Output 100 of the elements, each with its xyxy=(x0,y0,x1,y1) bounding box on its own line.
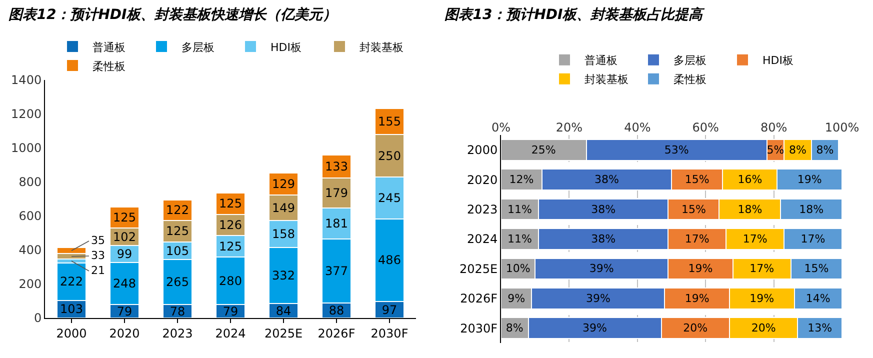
data-label: 15% xyxy=(684,173,710,186)
data-label: 9% xyxy=(508,292,526,305)
data-label: 181 xyxy=(325,216,348,231)
data-label: 13% xyxy=(808,322,832,335)
data-label: 99 xyxy=(116,246,132,261)
y-tick-label: 0 xyxy=(34,311,42,326)
x-tick-label: 2024 xyxy=(215,326,246,340)
data-label: 265 xyxy=(166,275,189,290)
data-label: 19% xyxy=(688,262,713,276)
data-label: 38% xyxy=(594,173,619,186)
data-label: 8% xyxy=(788,143,806,156)
x-tick-label: 60% xyxy=(692,120,719,135)
data-label: 149 xyxy=(272,200,295,215)
data-label: 250 xyxy=(378,148,401,163)
data-label: 19% xyxy=(750,292,774,305)
data-label: 79 xyxy=(222,304,238,318)
y-tick-label: 200 xyxy=(18,277,42,292)
data-label: 8% xyxy=(816,143,834,156)
y-tick-label: 1000 xyxy=(11,141,42,156)
data-label: 17% xyxy=(742,232,768,246)
data-label: 78 xyxy=(170,304,186,318)
y-tick-label: 2000 xyxy=(467,143,498,158)
x-tick-label: 2030F xyxy=(370,326,408,340)
data-label: 16% xyxy=(738,173,762,186)
y-tick-label: 2025E xyxy=(459,262,498,276)
legend-label: 封装基板 xyxy=(584,73,628,86)
data-label: 133 xyxy=(325,159,348,174)
data-label: 125 xyxy=(219,196,242,211)
chart-title: 图表13：预计HDI板、封装基板占比提高 xyxy=(444,6,706,23)
data-label: 125 xyxy=(166,224,189,238)
legend-label: 封装基板 xyxy=(360,40,404,54)
legend-label: 多层板 xyxy=(182,40,214,54)
data-label: 39% xyxy=(586,292,610,305)
legend-label: 柔性板 xyxy=(674,73,706,86)
legend-label: 普通板 xyxy=(584,54,618,68)
data-label: 129 xyxy=(272,177,295,192)
data-label: 377 xyxy=(325,264,348,278)
data-label: 79 xyxy=(116,304,132,318)
data-label: 125 xyxy=(219,239,242,254)
data-label: 88 xyxy=(328,304,344,318)
data-label: 222 xyxy=(60,274,83,289)
data-label: 158 xyxy=(272,226,295,241)
legend-label: HDI板 xyxy=(270,40,302,54)
data-label: 38% xyxy=(591,202,616,216)
data-label: 5% xyxy=(766,143,784,156)
x-tick-label: 80% xyxy=(760,120,788,135)
data-label: 84 xyxy=(276,304,292,318)
data-label: 33 xyxy=(91,249,105,262)
data-label: 332 xyxy=(272,268,295,282)
data-label: 245 xyxy=(378,191,401,206)
y-tick-label: 400 xyxy=(18,243,42,258)
data-label: 11% xyxy=(508,202,532,216)
data-label: 21 xyxy=(91,264,105,277)
chart-title: 图表12：预计HDI板、封装基板快速增长（亿美元） xyxy=(8,6,337,23)
data-label: 97 xyxy=(382,302,398,317)
data-label: 10% xyxy=(506,262,530,276)
data-label: 125 xyxy=(113,210,136,225)
data-label: 38% xyxy=(591,232,616,246)
data-label: 35 xyxy=(91,234,105,247)
x-tick-label: 2020 xyxy=(109,326,140,340)
data-label: 179 xyxy=(325,186,348,200)
data-label: 8% xyxy=(506,322,524,335)
data-label: 17% xyxy=(684,232,710,246)
data-label: 18% xyxy=(738,202,762,216)
x-tick-label: 2023 xyxy=(162,326,193,340)
data-label: 105 xyxy=(166,244,189,258)
y-tick-label: 2024 xyxy=(467,232,498,246)
legend-label: 多层板 xyxy=(674,54,706,68)
data-label: 11% xyxy=(508,232,532,246)
data-label: 15% xyxy=(804,262,829,276)
data-label: 15% xyxy=(681,202,706,216)
x-tick-label: 40% xyxy=(624,120,651,135)
data-label: 25% xyxy=(531,143,556,156)
x-tick-label: 2026F xyxy=(318,326,356,340)
data-label: 155 xyxy=(378,114,401,129)
data-label: 39% xyxy=(589,262,614,276)
y-tick-label: 2020 xyxy=(467,172,498,187)
y-tick-label: 2023 xyxy=(467,202,498,216)
data-label: 12% xyxy=(509,173,534,186)
data-label: 17% xyxy=(800,232,826,246)
data-label: 486 xyxy=(378,253,401,268)
x-tick-label: 2025E xyxy=(264,326,303,340)
data-label: 14% xyxy=(806,292,830,305)
data-label: 103 xyxy=(60,302,83,316)
y-tick-label: 1400 xyxy=(11,73,42,88)
data-label: 248 xyxy=(113,276,136,290)
legend-label: 柔性板 xyxy=(92,60,126,73)
x-tick-label: 20% xyxy=(556,120,583,135)
data-label: 126 xyxy=(219,218,242,232)
data-label: 19% xyxy=(797,173,822,186)
y-tick-label: 2026F xyxy=(460,292,498,306)
x-tick-label: 0% xyxy=(491,120,511,135)
data-label: 39% xyxy=(582,322,607,335)
y-tick-label: 1200 xyxy=(11,107,42,122)
y-tick-label: 600 xyxy=(18,209,42,224)
data-label: 18% xyxy=(799,202,824,216)
y-tick-label: 800 xyxy=(18,175,42,190)
legend-label: HDI板 xyxy=(762,54,794,68)
data-label: 122 xyxy=(166,203,189,218)
x-tick-label: 100% xyxy=(824,120,860,135)
